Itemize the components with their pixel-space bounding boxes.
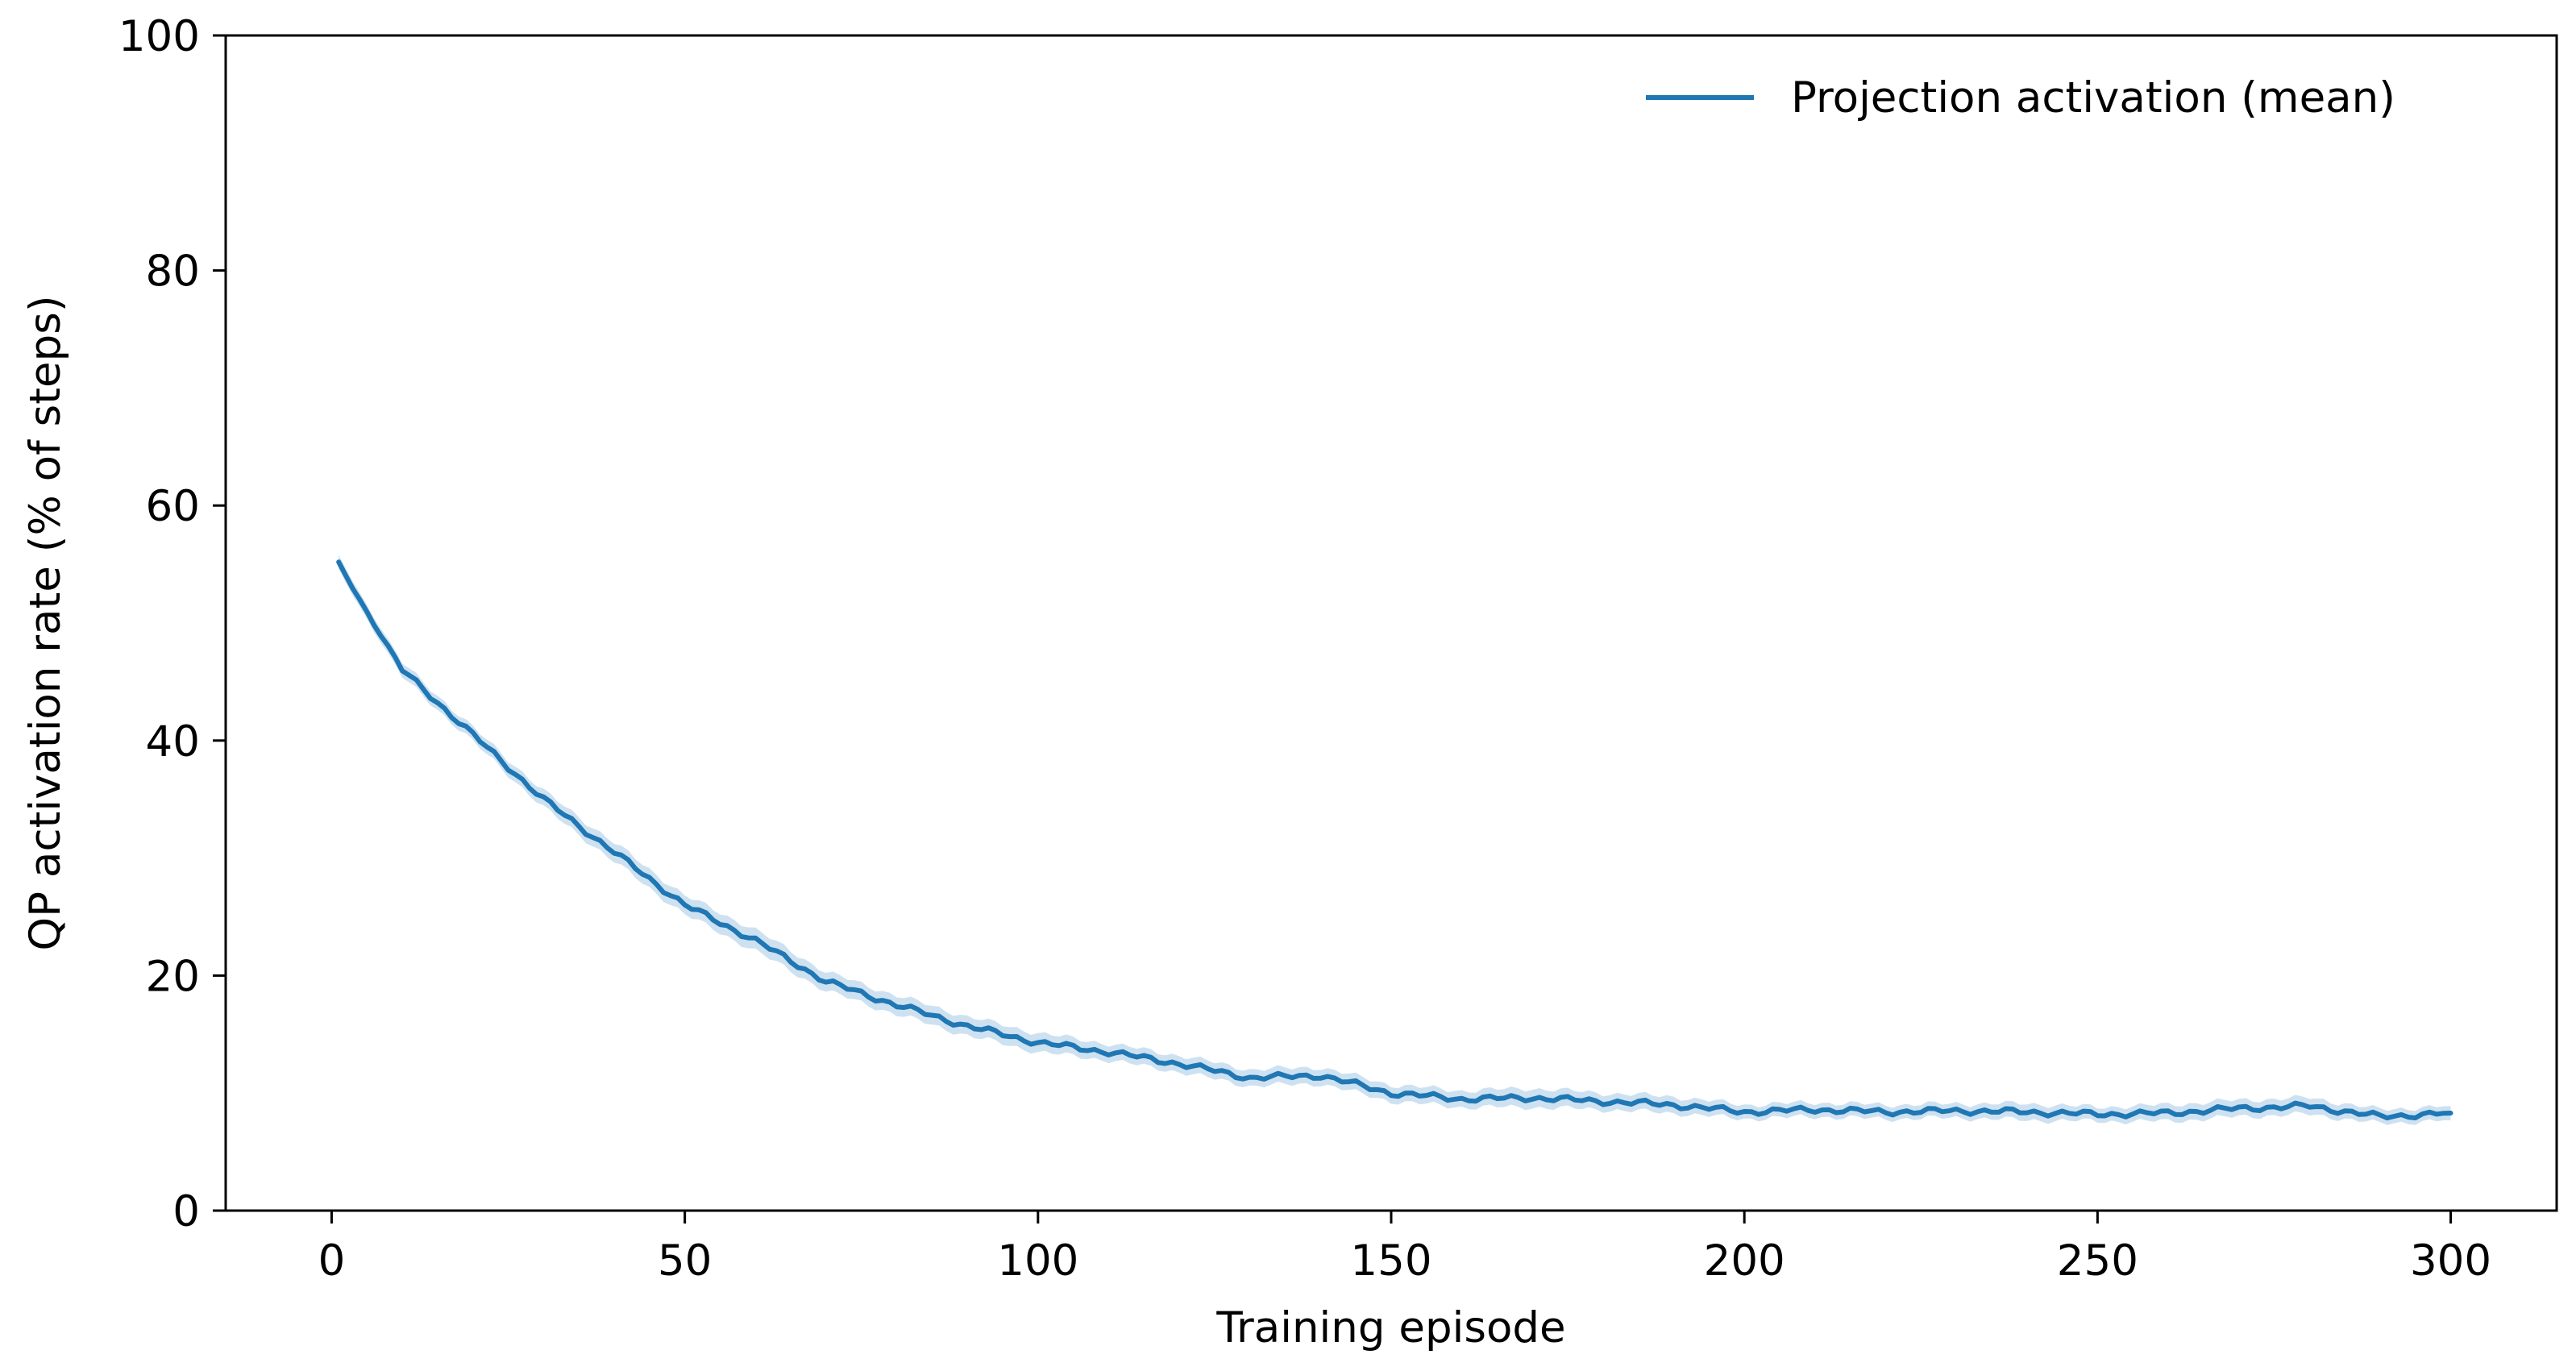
series-0-point xyxy=(336,562,341,567)
series-0-point xyxy=(1107,1049,1111,1054)
series-0-point xyxy=(2237,1106,2242,1111)
series-0-point xyxy=(824,979,829,984)
series-0-point xyxy=(1177,1061,1182,1066)
series-0-point xyxy=(612,850,617,854)
x-tick-label: 200 xyxy=(1704,1236,1785,1286)
legend-entry: Projection activation (mean) xyxy=(1646,73,2395,123)
y-tick-label: 80 xyxy=(146,247,200,297)
series-0-point xyxy=(1954,1108,1959,1113)
series-0-point xyxy=(2307,1103,2312,1108)
x-axis-label: Training episode xyxy=(1215,1303,1565,1352)
x-tick-label: 50 xyxy=(658,1236,712,1286)
axes: 0 50 100 150 200 250 300 0 20 40 60 80 100 xyxy=(118,12,2558,1286)
series-0-point xyxy=(1036,1041,1041,1045)
series-0-band xyxy=(339,555,2451,1125)
x-tick-label: 100 xyxy=(997,1236,1078,1286)
x-tick-label: 0 xyxy=(318,1236,346,1286)
series-0-point xyxy=(1389,1091,1394,1095)
plot-area xyxy=(336,555,2453,1125)
series-0-point xyxy=(1884,1110,1888,1115)
x-tick-label: 150 xyxy=(1350,1236,1431,1286)
series-0-point xyxy=(1530,1095,1535,1100)
series-0-point xyxy=(1318,1073,1323,1078)
y-tick-label: 60 xyxy=(146,482,200,531)
x-tick-label: 300 xyxy=(2410,1236,2491,1286)
series-0-point xyxy=(2025,1110,2030,1115)
series-0-point xyxy=(1742,1110,1747,1115)
series-0-point xyxy=(895,1003,900,1007)
y-tick-label: 20 xyxy=(146,952,200,1001)
y-axis-label: QP activation rate (% of steps) xyxy=(21,295,70,950)
y-tick-label: 100 xyxy=(118,12,200,61)
series-0-point xyxy=(541,797,546,802)
series-0-point xyxy=(1813,1107,1818,1112)
series-0-line xyxy=(336,559,2453,1121)
series-0-point xyxy=(2166,1111,2171,1115)
series-0-point xyxy=(1460,1097,1465,1102)
x-tick-label: 250 xyxy=(2057,1236,2138,1286)
axes-frame xyxy=(224,34,2558,1212)
series-0-point xyxy=(683,903,688,908)
y-tick-label: 40 xyxy=(146,717,200,767)
series-0-point xyxy=(1672,1103,1676,1107)
y-tick-label: 0 xyxy=(172,1187,200,1236)
series-0-point xyxy=(753,938,758,943)
series-0-point xyxy=(400,667,405,672)
series-0-point xyxy=(471,733,476,737)
legend-label: Projection activation (mean) xyxy=(1791,73,2395,123)
series-0-point xyxy=(2378,1114,2383,1119)
series-0-point xyxy=(1601,1099,1606,1103)
series-0-point xyxy=(1248,1075,1253,1080)
series-0-point xyxy=(2095,1111,2100,1116)
legend: Projection activation (mean) xyxy=(1646,73,2395,123)
series-0-point xyxy=(965,1024,970,1028)
series-0-point xyxy=(2449,1111,2453,1115)
